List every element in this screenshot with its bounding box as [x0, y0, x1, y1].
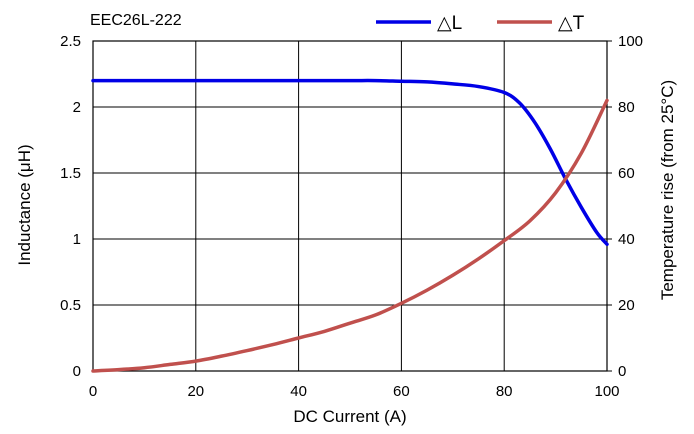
- y-tick-label: 0.5: [60, 297, 81, 314]
- legend-label-inductance: △L: [437, 13, 462, 34]
- x-tick-label: 20: [187, 383, 204, 400]
- y2-axis-title: Temperature rise (from 25°C): [658, 80, 677, 300]
- chart-title: EEC26L-222: [90, 12, 182, 29]
- plot-frame: [92, 40, 608, 372]
- y2-tick-label: 40: [618, 231, 635, 248]
- x-tick-label: 0: [89, 383, 97, 400]
- series-lines: [91, 78, 609, 373]
- y-tick-label: 2.5: [60, 33, 81, 50]
- y-tick-label: 0: [73, 363, 81, 380]
- x-tick-label: 60: [393, 383, 410, 400]
- y-tick-label: 2: [73, 99, 81, 116]
- x-tick-label: 100: [594, 383, 619, 400]
- x-axis-title: DC Current (A): [293, 407, 406, 426]
- y2-tick-label: 20: [618, 297, 635, 314]
- legend-label-temperature: △T: [558, 13, 585, 34]
- x-tick-labels: 0 20 40 60 80 100: [89, 383, 620, 400]
- y-tick-label: 1: [73, 231, 81, 248]
- y2-tick-label: 80: [618, 99, 635, 116]
- legend: △L △T: [376, 13, 585, 34]
- temperature-series-line: [91, 98, 609, 373]
- y-tick-labels: 0 0.5 1 1.5 2 2.5: [60, 33, 81, 380]
- y2-tick-label: 0: [618, 363, 626, 380]
- y2-tick-label: 100: [618, 33, 643, 50]
- x-tick-label: 40: [290, 383, 307, 400]
- x-tick-label: 80: [496, 383, 513, 400]
- y-tick-label: 1.5: [60, 165, 81, 182]
- y2-tick-labels: 0 20 40 60 80 100: [607, 33, 643, 380]
- y2-tick-label: 60: [618, 165, 635, 182]
- y-axis-title: Inductance (μH): [15, 144, 34, 265]
